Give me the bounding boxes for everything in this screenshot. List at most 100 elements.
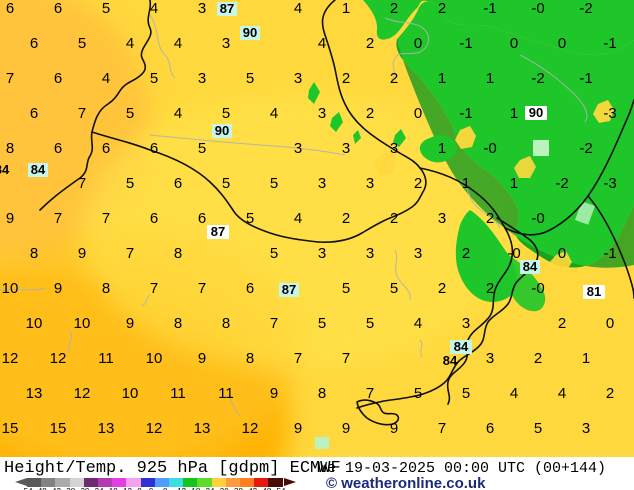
svg-text:2: 2 [342, 70, 350, 87]
svg-text:-0: -0 [507, 245, 520, 262]
svg-text:10: 10 [146, 350, 163, 367]
svg-text:6: 6 [54, 0, 62, 17]
svg-text:5: 5 [270, 175, 278, 192]
svg-text:1: 1 [438, 70, 446, 87]
svg-text:5: 5 [342, 280, 350, 297]
svg-text:7: 7 [270, 315, 278, 332]
svg-text:6: 6 [246, 280, 254, 297]
svg-text:-1: -1 [459, 105, 472, 122]
svg-text:15: 15 [50, 420, 67, 437]
svg-text:3: 3 [318, 105, 326, 122]
svg-text:-1: -1 [603, 35, 616, 52]
svg-text:3: 3 [342, 140, 350, 157]
svg-text:13: 13 [194, 420, 211, 437]
svg-text:1: 1 [438, 140, 446, 157]
svg-text:1: 1 [342, 0, 350, 17]
svg-text:87: 87 [211, 224, 225, 239]
svg-text:-1: -1 [459, 35, 472, 52]
svg-text:87: 87 [220, 1, 234, 16]
svg-text:12: 12 [146, 420, 163, 437]
svg-text:7: 7 [438, 420, 446, 437]
svg-text:3: 3 [366, 245, 374, 262]
svg-text:12: 12 [242, 420, 259, 437]
svg-text:3: 3 [198, 70, 206, 87]
svg-text:5: 5 [246, 210, 254, 227]
svg-text:5: 5 [414, 385, 422, 402]
svg-text:4: 4 [294, 210, 302, 227]
svg-text:2: 2 [486, 280, 494, 297]
svg-text:5: 5 [222, 105, 230, 122]
svg-text:3: 3 [438, 210, 446, 227]
svg-text:84: 84 [0, 162, 10, 177]
svg-text:2: 2 [366, 35, 374, 52]
svg-text:6: 6 [174, 175, 182, 192]
svg-text:1: 1 [510, 175, 518, 192]
svg-text:84: 84 [443, 353, 458, 368]
svg-text:8: 8 [246, 350, 254, 367]
svg-text:4: 4 [150, 0, 158, 17]
svg-text:90: 90 [243, 25, 257, 40]
svg-text:2: 2 [366, 105, 374, 122]
svg-text:7: 7 [294, 350, 302, 367]
svg-text:7: 7 [78, 175, 86, 192]
svg-text:2: 2 [606, 385, 614, 402]
svg-text:5: 5 [222, 175, 230, 192]
svg-text:2: 2 [390, 0, 398, 17]
svg-text:5: 5 [318, 315, 326, 332]
svg-text:3: 3 [198, 0, 206, 17]
svg-text:5: 5 [78, 35, 86, 52]
svg-text:6: 6 [102, 140, 110, 157]
svg-text:90: 90 [529, 105, 543, 120]
svg-text:0: 0 [558, 35, 566, 52]
svg-text:2: 2 [438, 0, 446, 17]
svg-text:5: 5 [150, 70, 158, 87]
svg-text:2: 2 [462, 245, 470, 262]
svg-text:8: 8 [318, 385, 326, 402]
svg-text:1: 1 [462, 175, 470, 192]
svg-text:13: 13 [98, 420, 115, 437]
svg-text:3: 3 [366, 175, 374, 192]
svg-text:2: 2 [390, 70, 398, 87]
svg-text:2: 2 [486, 210, 494, 227]
svg-text:6: 6 [486, 420, 494, 437]
svg-text:2: 2 [390, 210, 398, 227]
svg-text:10: 10 [74, 315, 91, 332]
svg-text:4: 4 [126, 35, 134, 52]
svg-text:0: 0 [414, 35, 422, 52]
svg-text:9: 9 [270, 385, 278, 402]
svg-text:84: 84 [31, 162, 46, 177]
svg-text:2: 2 [534, 350, 542, 367]
svg-text:6: 6 [6, 0, 14, 17]
svg-text:4: 4 [558, 385, 566, 402]
svg-text:3: 3 [294, 70, 302, 87]
svg-text:8: 8 [30, 245, 38, 262]
svg-text:-2: -2 [579, 140, 592, 157]
svg-text:3: 3 [294, 140, 302, 157]
svg-text:2: 2 [414, 175, 422, 192]
svg-text:11: 11 [218, 385, 234, 402]
svg-text:90: 90 [215, 123, 229, 138]
svg-text:9: 9 [198, 350, 206, 367]
svg-text:9: 9 [294, 420, 302, 437]
svg-text:84: 84 [454, 339, 469, 354]
svg-text:7: 7 [78, 105, 86, 122]
svg-text:6: 6 [150, 210, 158, 227]
svg-text:11: 11 [98, 350, 114, 367]
svg-text:6: 6 [30, 35, 38, 52]
svg-text:8: 8 [174, 315, 182, 332]
svg-text:2: 2 [558, 315, 566, 332]
svg-text:11: 11 [170, 385, 186, 402]
svg-text:5: 5 [102, 0, 110, 17]
svg-text:10: 10 [26, 315, 43, 332]
svg-text:8: 8 [222, 315, 230, 332]
svg-text:8: 8 [174, 245, 182, 262]
svg-text:1: 1 [486, 70, 494, 87]
svg-text:5: 5 [246, 70, 254, 87]
svg-text:-0: -0 [531, 0, 544, 17]
svg-text:2: 2 [342, 210, 350, 227]
svg-text:9: 9 [6, 210, 14, 227]
svg-text:-1: -1 [579, 70, 592, 87]
svg-text:4: 4 [414, 315, 422, 332]
svg-text:3: 3 [462, 315, 470, 332]
svg-text:9: 9 [390, 420, 398, 437]
